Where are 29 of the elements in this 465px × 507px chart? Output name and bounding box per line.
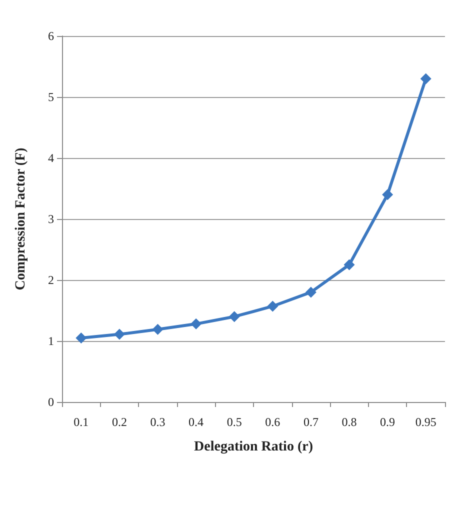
point <box>228 311 240 322</box>
x-tick-label: 0.6 <box>265 415 280 429</box>
point <box>344 259 355 270</box>
point <box>114 328 125 340</box>
point <box>382 189 394 200</box>
point <box>152 324 164 335</box>
x-tick-label: 0.9 <box>380 415 396 429</box>
x-tick-label: 0.2 <box>112 415 127 429</box>
point <box>190 318 202 330</box>
point <box>305 286 316 298</box>
x-tick-label: 0.4 <box>188 415 204 429</box>
point <box>420 73 432 84</box>
y-tick-label: 6 <box>48 29 54 43</box>
x-axis-title: Delegation Ratio (r) <box>194 440 314 454</box>
y-axis-title: Compression Factor (F) <box>14 147 28 290</box>
x-tick-label: 0.95 <box>415 415 436 429</box>
y-tick-label: 5 <box>48 90 54 104</box>
x-tick-label: 0.5 <box>226 415 242 429</box>
x-tick-label: 0.3 <box>150 415 166 429</box>
y-tick-label: 2 <box>48 273 54 287</box>
x-tick-label: 0.8 <box>342 415 357 429</box>
y-tick-label: 1 <box>48 334 54 348</box>
point <box>76 332 87 344</box>
y-tick-label: 0 <box>48 395 54 409</box>
y-tick-label: 4 <box>48 151 54 165</box>
point <box>267 300 278 312</box>
x-tick-label: 0.7 <box>303 415 318 429</box>
x-tick-label: 0.1 <box>74 415 89 429</box>
y-tick-label: 3 <box>48 212 54 226</box>
